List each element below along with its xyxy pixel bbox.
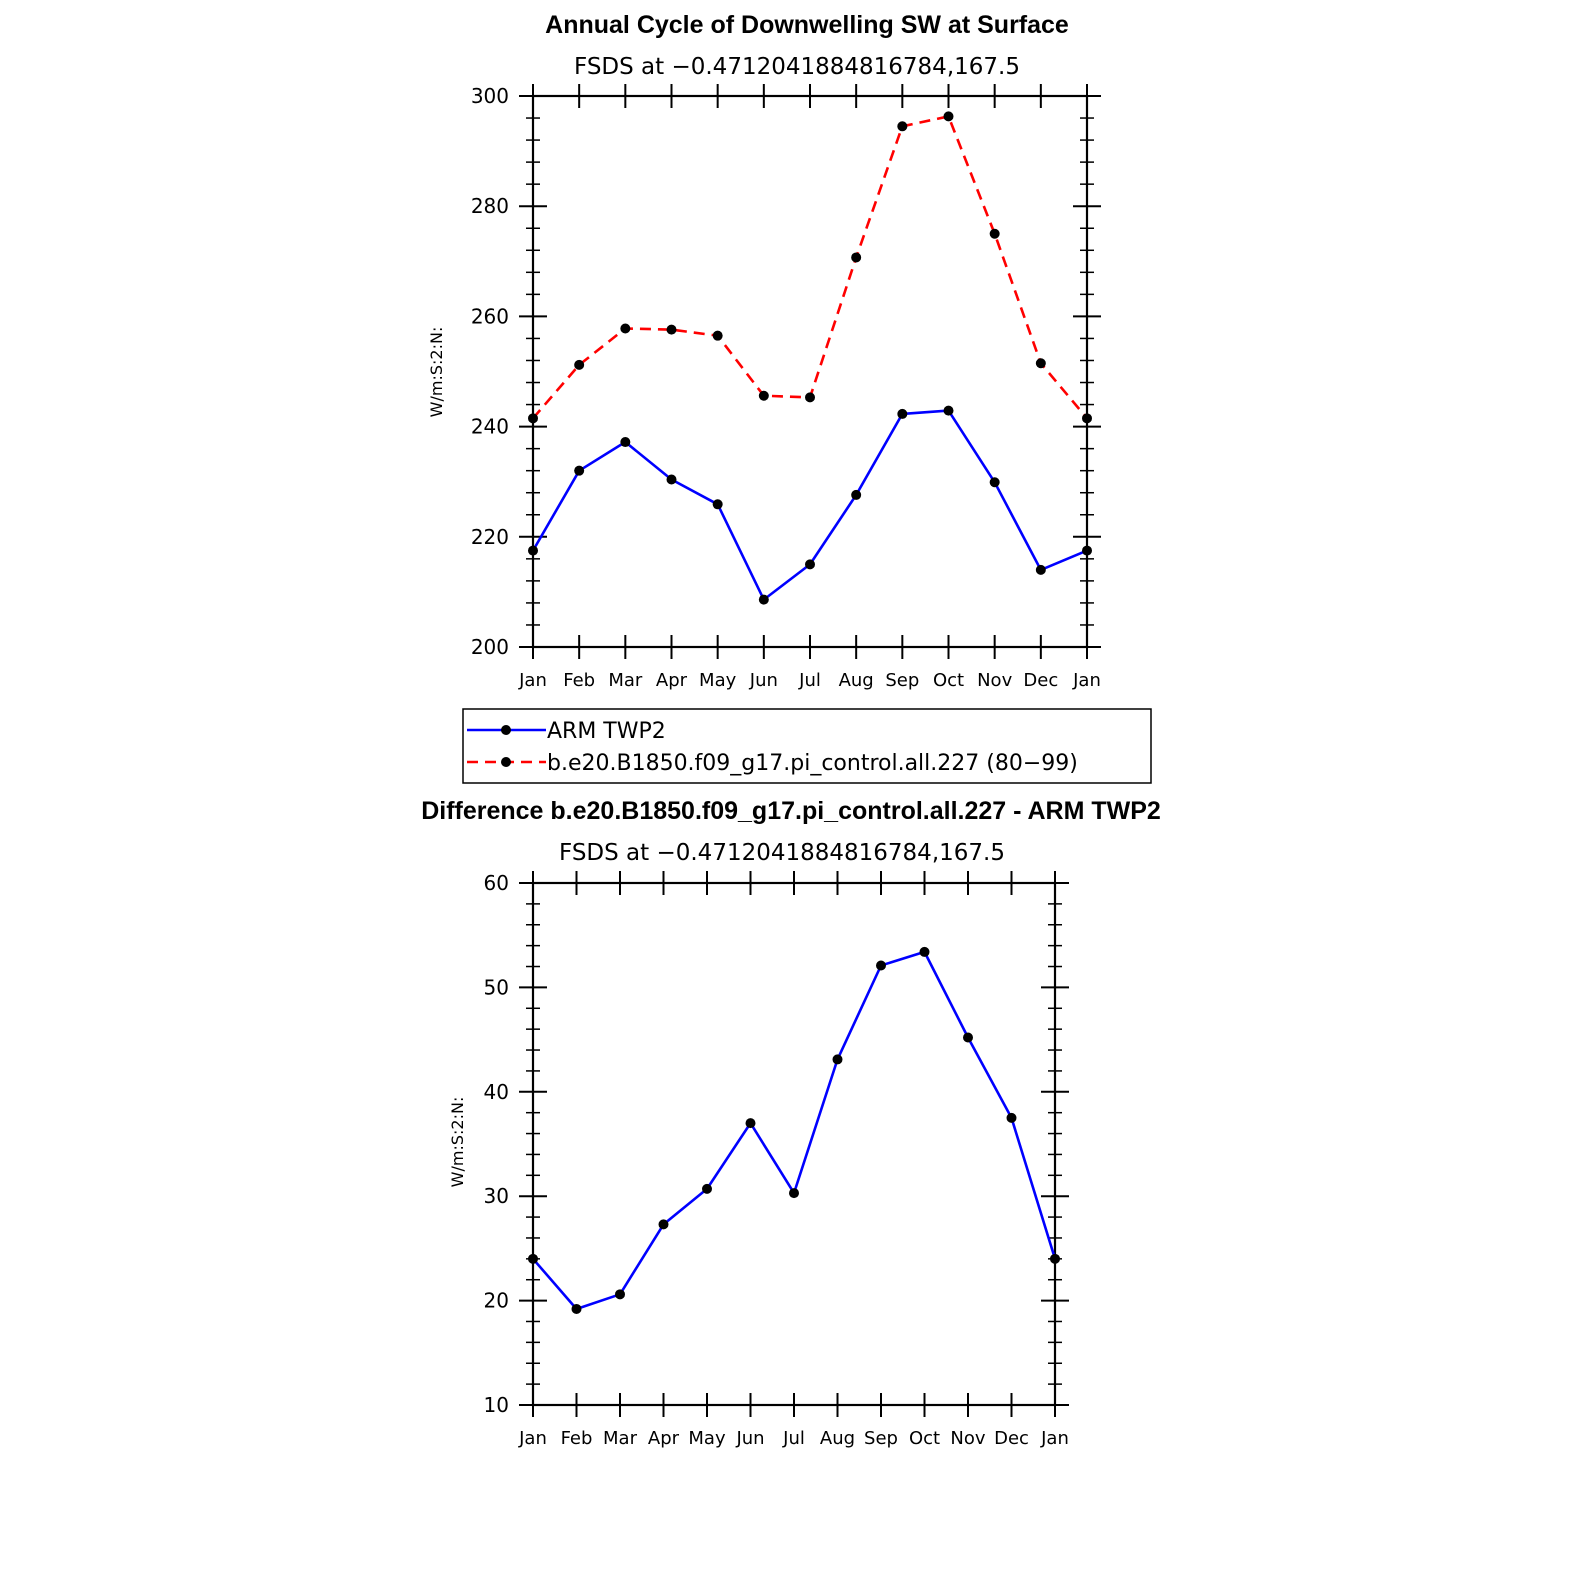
x-tick-label: Mar xyxy=(603,1428,638,1449)
x-tick-label: Jan xyxy=(1072,670,1101,691)
y-axis-label: W/m:S:2:N: xyxy=(448,1097,467,1188)
x-tick-label: Oct xyxy=(933,670,964,691)
chart-subtitle: FSDS at −0.4712041884816784,167.5 xyxy=(574,54,1020,80)
data-point xyxy=(712,330,723,341)
data-point xyxy=(989,477,1000,488)
plot-area: 200 220 240 260 280 300 Jan Feb Mar Apr May Jun Jul A… xyxy=(471,84,1101,691)
x-tick-label: Dec xyxy=(1023,670,1058,691)
legend-marker-arm xyxy=(501,725,511,735)
x-tick-label: Jan xyxy=(518,1428,547,1449)
data-point xyxy=(620,437,631,448)
data-point xyxy=(666,324,677,335)
x-tick-label: Mar xyxy=(608,670,643,691)
data-point xyxy=(963,1032,973,1043)
data-point xyxy=(851,489,862,500)
x-tick-label: Jan xyxy=(1040,1428,1069,1449)
data-point xyxy=(832,1054,843,1065)
x-tick-label: May xyxy=(699,670,737,691)
x-tick-label: Nov xyxy=(977,670,1012,691)
data-point xyxy=(789,1188,799,1199)
data-point xyxy=(1035,358,1046,369)
x-tick-label: Apr xyxy=(656,670,688,691)
data-point xyxy=(712,499,723,510)
x-tick-label: Jun xyxy=(735,1428,764,1449)
x-tick-label: Aug xyxy=(820,1428,855,1449)
data-point xyxy=(1035,564,1046,575)
data-point xyxy=(571,1303,582,1314)
annual-cycle-chart: Annual Cycle of Downwelling SW at Surfac… xyxy=(427,11,1101,691)
legend-entry-arm: ARM TWP2 xyxy=(547,719,666,744)
x-tick-label: Dec xyxy=(994,1428,1029,1449)
x-tick-label: Sep xyxy=(864,1428,898,1449)
data-point xyxy=(758,594,769,605)
data-point xyxy=(943,111,954,122)
data-point xyxy=(658,1219,669,1230)
data-point xyxy=(851,252,862,263)
data-point xyxy=(1050,1253,1060,1264)
x-tick-label: Apr xyxy=(648,1428,680,1449)
data-point xyxy=(919,946,930,957)
x-tick-label: Sep xyxy=(885,670,919,691)
x-tick-label: Feb xyxy=(563,670,595,691)
data-point xyxy=(1082,545,1092,556)
chart-title: Difference b.e20.B1850.f09_g17.pi_contro… xyxy=(421,797,1161,825)
data-point xyxy=(528,545,538,556)
x-tick-label: May xyxy=(688,1428,726,1449)
series-line xyxy=(532,115,1088,420)
plot-area: 10 20 30 40 50 60 Jan Feb Mar Apr May Jun Jul Aug Sep O… xyxy=(484,871,1069,1449)
x-tick-label: Oct xyxy=(909,1428,940,1449)
y-tick-label: 280 xyxy=(471,194,509,218)
data-point xyxy=(1006,1112,1017,1123)
data-point xyxy=(943,405,954,416)
chart-subtitle: FSDS at −0.4712041884816784,167.5 xyxy=(559,840,1005,866)
y-tick-label: 30 xyxy=(484,1184,509,1208)
x-tick-label: Nov xyxy=(950,1428,985,1449)
data-point xyxy=(876,960,886,971)
x-tick-label: Jul xyxy=(782,1428,805,1449)
data-point xyxy=(528,1253,538,1264)
series-line xyxy=(532,950,1057,1311)
y-tick-label: 200 xyxy=(471,635,509,659)
chart-title: Annual Cycle of Downwelling SW at Surfac… xyxy=(545,11,1069,39)
y-tick-label: 240 xyxy=(471,415,509,439)
data-point xyxy=(574,465,585,476)
data-point xyxy=(528,413,538,424)
y-tick-label: 10 xyxy=(484,1393,509,1417)
x-tick-label: Aug xyxy=(839,670,874,691)
data-point xyxy=(620,323,631,334)
data-point xyxy=(1082,413,1092,424)
y-axis-label: W/m:S:2:N: xyxy=(427,327,446,418)
data-point xyxy=(745,1118,756,1129)
data-point xyxy=(574,359,585,370)
data-point xyxy=(615,1289,625,1300)
y-tick-label: 60 xyxy=(484,871,509,895)
data-point xyxy=(666,474,677,485)
data-point xyxy=(897,408,908,419)
y-tick-label: 20 xyxy=(484,1289,509,1313)
data-point xyxy=(758,390,769,401)
y-tick-label: 260 xyxy=(471,304,509,328)
data-point xyxy=(805,559,815,570)
y-tick-label: 300 xyxy=(471,84,509,108)
data-point xyxy=(702,1183,712,1194)
x-tick-label: Jul xyxy=(798,670,821,691)
legend-entry-model: b.e20.B1850.f09_g17.pi_control.all.227 (… xyxy=(547,751,1078,776)
plot-frame xyxy=(531,881,1057,1407)
legend-marker-model xyxy=(501,757,511,767)
x-tick-label: Feb xyxy=(561,1428,593,1449)
y-tick-label: 40 xyxy=(484,1080,509,1104)
y-tick-label: 220 xyxy=(471,525,509,549)
legend-box xyxy=(462,708,1152,784)
difference-chart: Difference b.e20.B1850.f09_g17.pi_contro… xyxy=(421,797,1161,1449)
y-tick-label: 50 xyxy=(484,975,509,999)
x-tick-label: Jan xyxy=(518,670,547,691)
data-point xyxy=(989,228,1000,239)
x-tick-label: Jun xyxy=(749,670,778,691)
data-point xyxy=(897,121,908,132)
series-line xyxy=(531,409,1088,601)
legend: ARM TWP2 b.e20.B1850.f09_g17.pi_control.… xyxy=(462,708,1152,784)
data-point xyxy=(805,392,815,403)
